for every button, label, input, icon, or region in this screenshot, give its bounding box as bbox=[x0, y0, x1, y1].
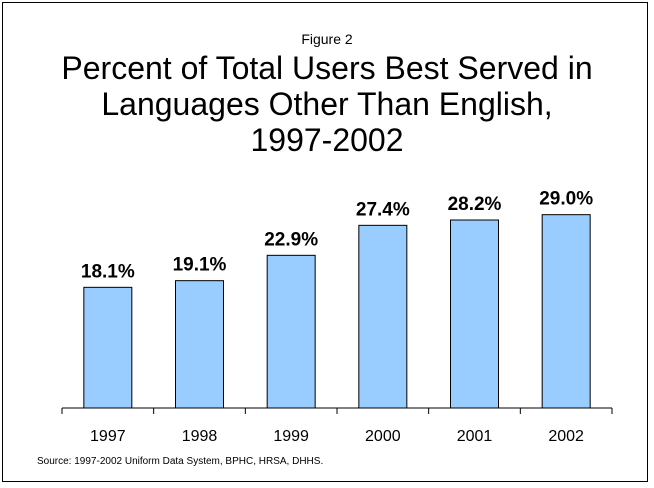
x-tick-label-1999: 1999 bbox=[273, 428, 309, 445]
chart-title-line-1: Percent of Total Users Best Served in bbox=[61, 50, 593, 86]
bar-1997 bbox=[83, 286, 133, 409]
figure-frame bbox=[2, 2, 648, 482]
figure-number-label: Figure 2 bbox=[301, 31, 353, 47]
value-label-2001: 28.2% bbox=[448, 194, 502, 215]
value-label-2000: 27.4% bbox=[356, 199, 410, 220]
value-label-1997: 18.1% bbox=[81, 261, 135, 282]
chart-title-line-2: Languages Other Than English, bbox=[101, 86, 553, 122]
bar-1998 bbox=[175, 280, 224, 409]
x-tick-label-1997: 1997 bbox=[90, 428, 126, 445]
value-label-2002: 29.0% bbox=[539, 189, 593, 210]
x-tick-label-2000: 2000 bbox=[365, 428, 401, 445]
x-tick-label-1998: 1998 bbox=[182, 428, 218, 445]
source-note: Source: 1997-2002 Uniform Data System, B… bbox=[37, 456, 324, 467]
bar-2001 bbox=[450, 219, 499, 409]
bar-2002 bbox=[541, 214, 591, 409]
value-label-1999: 22.9% bbox=[264, 229, 318, 250]
value-label-1998: 19.1% bbox=[173, 255, 227, 276]
chart-title: Percent of Total Users Best Served in La… bbox=[0, 50, 654, 158]
chart-title-line-3: 1997-2002 bbox=[250, 122, 404, 158]
bar-2000 bbox=[358, 224, 408, 409]
x-tick-label-2002: 2002 bbox=[548, 428, 584, 445]
x-tick-label-2001: 2001 bbox=[457, 428, 493, 445]
bar-1999 bbox=[266, 254, 316, 409]
